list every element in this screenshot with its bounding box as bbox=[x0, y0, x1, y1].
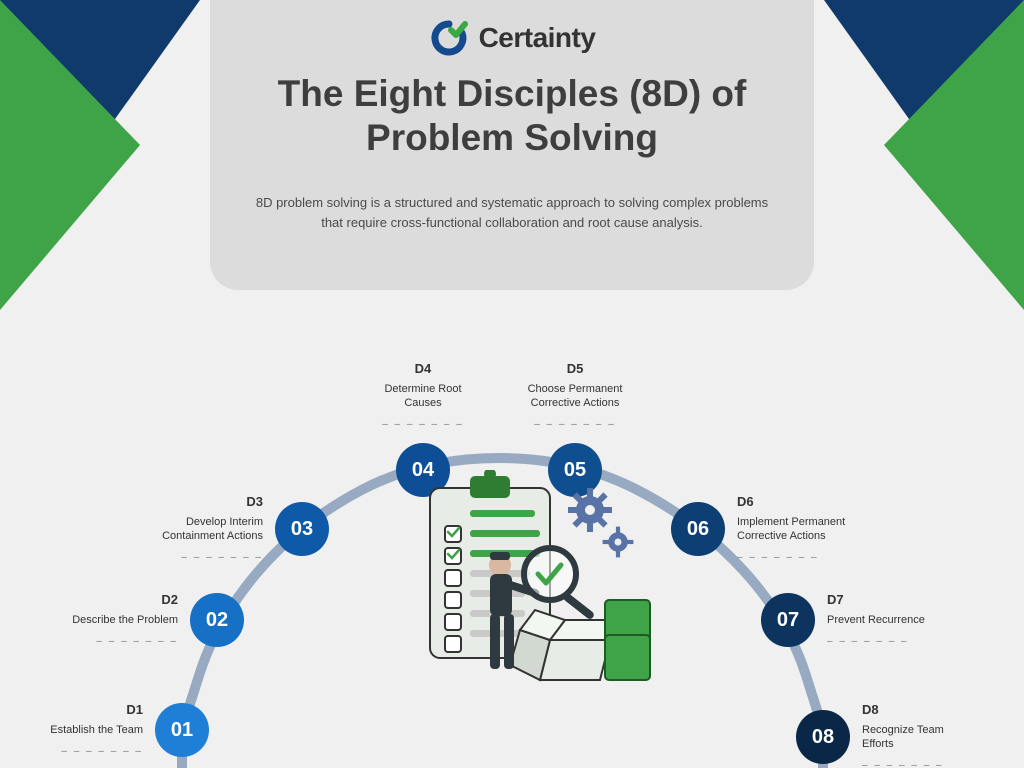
step-text: Describe the Problem bbox=[72, 614, 178, 628]
brand-logo-mark bbox=[429, 18, 469, 58]
step-label: D5 Choose PermanentCorrective Actions – – … bbox=[528, 361, 623, 431]
page-subtitle: 8D problem solving is a structured and s… bbox=[244, 193, 780, 233]
step-dashes: – – – – – – – bbox=[181, 552, 263, 565]
step-number-circle: 03 bbox=[275, 502, 329, 556]
step-dashes: – – – – – – – bbox=[827, 636, 909, 649]
step-label: D4 Determine RootCauses – – – – – – – bbox=[382, 361, 464, 431]
step-text: Establish the Team bbox=[50, 724, 143, 738]
step-dashes: – – – – – – – bbox=[96, 636, 178, 649]
step-number-circle: 07 bbox=[761, 593, 815, 647]
step-text: Implement PermanentCorrective Actions bbox=[737, 516, 845, 544]
arc-diagram: 01D1Establish the Team– – – – – – –02D2D… bbox=[0, 330, 1024, 768]
step-number-circle: 02 bbox=[190, 593, 244, 647]
step-code: D3 bbox=[246, 494, 263, 510]
step-number-circle: 06 bbox=[671, 502, 725, 556]
step-code: D5 bbox=[567, 361, 584, 377]
brand-name: Certainty bbox=[479, 22, 596, 54]
step-text: Determine RootCauses bbox=[384, 383, 461, 411]
step-label: D1 Establish the Team – – – – – – – bbox=[50, 702, 143, 759]
brand-logo: Certainty bbox=[429, 18, 596, 58]
step-text: Recognize TeamEfforts bbox=[862, 724, 944, 752]
step-d5: 05D5Choose PermanentCorrective Actions– … bbox=[495, 361, 655, 485]
header-card: Certainty The Eight Disciples (8D) of Pr… bbox=[210, 0, 814, 290]
step-dashes: – – – – – – – bbox=[737, 552, 819, 565]
step-text: Prevent Recurrence bbox=[827, 614, 925, 628]
step-label: D7 Prevent Recurrence – – – – – – – bbox=[827, 592, 925, 649]
step-d4: 04D4Determine RootCauses– – – – – – – bbox=[343, 361, 503, 485]
step-label: D2 Describe the Problem – – – – – – – bbox=[72, 592, 178, 649]
step-label: D6 Implement PermanentCorrective Actions –… bbox=[737, 494, 845, 564]
step-text: Develop InterimContainment Actions bbox=[162, 516, 263, 544]
step-dashes: – – – – – – – bbox=[61, 746, 143, 759]
step-dashes: – – – – – – – bbox=[382, 419, 464, 432]
step-d7: 07 D7 Prevent Recurrence – – – – – – – bbox=[761, 592, 925, 649]
page-title: The Eight Disciples (8D) of Problem Solv… bbox=[278, 72, 747, 161]
step-label: D8 Recognize TeamEfforts – – – – – – – bbox=[862, 702, 944, 768]
step-code: D2 bbox=[161, 592, 178, 608]
step-text: Choose PermanentCorrective Actions bbox=[528, 383, 623, 411]
step-code: D7 bbox=[827, 592, 844, 608]
step-d8: 08 D8 Recognize TeamEfforts – – – – – – – bbox=[796, 702, 944, 768]
step-number-circle: 01 bbox=[155, 703, 209, 757]
step-code: D4 bbox=[415, 361, 432, 377]
step-d6: 06 D6 Implement PermanentCorrective Action… bbox=[671, 494, 845, 564]
step-label: D3 Develop InterimContainment Actions – – … bbox=[162, 494, 263, 564]
step-code: D8 bbox=[862, 702, 879, 718]
center-illustration bbox=[400, 470, 660, 720]
step-dashes: – – – – – – – bbox=[862, 760, 944, 768]
step-code: D1 bbox=[126, 702, 143, 718]
step-dashes: – – – – – – – bbox=[534, 419, 616, 432]
step-number-circle: 08 bbox=[796, 710, 850, 764]
step-d1: 01 D1 Establish the Team – – – – – – – bbox=[50, 702, 209, 759]
step-d3: 03 D3 Develop InterimContainment Actions – … bbox=[162, 494, 329, 564]
step-d2: 02 D2 Describe the Problem – – – – – – – bbox=[72, 592, 244, 649]
step-code: D6 bbox=[737, 494, 754, 510]
